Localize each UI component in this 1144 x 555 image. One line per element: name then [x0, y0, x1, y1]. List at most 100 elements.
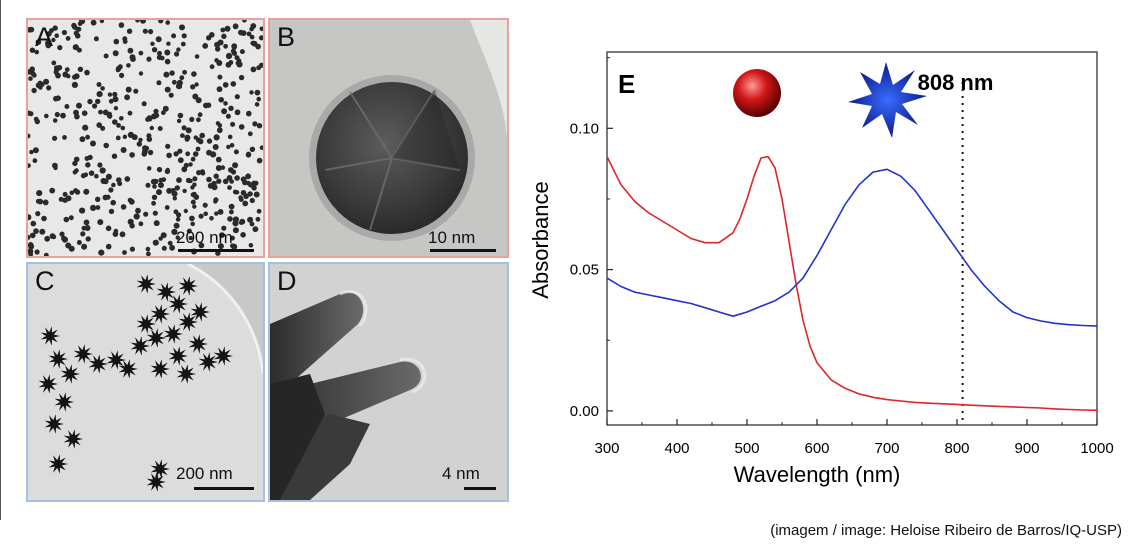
nanosphere-dot — [171, 79, 177, 85]
nanostar-particle — [178, 312, 198, 332]
nanosphere-dot — [105, 194, 111, 200]
nanosphere-dot — [95, 205, 101, 210]
nanosphere-dot — [182, 188, 187, 194]
nanosphere-dot — [179, 24, 185, 31]
y-axis-label: Absorbance — [528, 181, 553, 298]
nanosphere-dot — [76, 240, 82, 245]
nanosphere-dot — [138, 221, 144, 227]
nanosphere-dot — [74, 168, 79, 173]
nanosphere-dot — [247, 191, 253, 197]
panel-letter-e: E — [618, 69, 635, 99]
nanosphere-dot — [74, 113, 80, 120]
nanosphere-dot — [182, 69, 188, 75]
panel-letter-c: C — [35, 266, 55, 296]
nanosphere-dot — [124, 176, 131, 182]
nanosphere-dot — [199, 132, 205, 139]
nanosphere-dot — [227, 216, 233, 222]
nanosphere-dot — [82, 124, 89, 131]
nanostar-particle — [190, 302, 210, 322]
nanosphere-dot — [245, 173, 252, 180]
tem-panel-d: D 4 nm — [268, 262, 509, 502]
nanostar-particle — [48, 349, 68, 369]
nanosphere-dot — [142, 145, 148, 151]
x-tick-label: 800 — [944, 440, 969, 457]
nanosphere-dot — [90, 140, 96, 147]
nanosphere-dot — [49, 233, 56, 240]
nanosphere-dot — [63, 216, 70, 223]
nanosphere-dot — [127, 197, 133, 203]
nanosphere-dot — [221, 108, 228, 115]
nanosphere-icon — [733, 69, 781, 117]
nanosphere-dot — [32, 147, 39, 154]
nanosphere-dot — [234, 175, 240, 181]
nanosphere-dot — [186, 228, 192, 234]
nanosphere-dot — [61, 29, 67, 36]
nanosphere-dot — [156, 166, 163, 173]
nanostar-particle — [188, 334, 208, 354]
nanosphere-dot — [256, 157, 263, 164]
x-axis-label: Wavelength (nm) — [734, 462, 901, 487]
nanosphere-dot — [185, 127, 192, 134]
nanosphere-dot — [54, 33, 59, 38]
nanosphere-dot — [129, 223, 135, 229]
nanosphere-dot — [112, 50, 119, 57]
nanosphere-dot — [37, 80, 43, 86]
nanosphere-dot — [176, 79, 183, 86]
nanosphere-dot — [215, 46, 221, 52]
nanosphere-dot — [222, 178, 229, 185]
nanosphere-dot — [188, 162, 193, 167]
nanosphere-dot — [116, 177, 122, 183]
nanosphere-dot — [164, 86, 171, 93]
nanosphere-dot — [176, 177, 182, 184]
nanosphere-dot — [252, 121, 258, 127]
scale-label-d: 4 nm — [442, 464, 480, 483]
nanosphere-dot — [112, 119, 118, 125]
nanosphere-dot — [156, 54, 162, 61]
nanosphere-dot — [135, 207, 141, 214]
nanosphere-dot — [77, 66, 84, 72]
nanosphere-dot — [158, 20, 164, 24]
nanosphere-dot — [124, 94, 130, 101]
nanosphere-dot — [141, 151, 148, 157]
nanosphere-dot — [32, 158, 38, 164]
nanosphere-dot — [213, 199, 218, 204]
nanosphere-dot — [238, 124, 245, 130]
nanosphere-dot — [181, 125, 187, 131]
nanosphere-dot — [209, 32, 215, 38]
nanosphere-dot — [234, 109, 241, 116]
nanosphere-dot — [176, 47, 181, 52]
nanosphere-dot — [28, 234, 31, 240]
nanosphere-dot — [164, 49, 171, 56]
nanosphere-dot — [120, 125, 126, 131]
nanosphere-dot — [80, 231, 86, 237]
nanosphere-dot — [230, 169, 237, 175]
nanostar-particle — [163, 324, 183, 344]
nanosphere-dot — [166, 41, 171, 46]
nanosphere-dot — [259, 145, 263, 150]
nanosphere-dot — [71, 81, 78, 88]
nanosphere-dot — [240, 176, 247, 183]
nanosphere-dot — [219, 232, 225, 239]
nanosphere-dot — [217, 209, 224, 215]
nanosphere-dot — [233, 149, 239, 155]
nanosphere-dot — [215, 156, 222, 163]
panel-letter-b: B — [277, 22, 296, 52]
nanosphere-dot — [88, 170, 95, 176]
nanosphere-dot — [239, 49, 245, 55]
nanosphere-dot — [95, 196, 101, 202]
nanosphere-dot — [211, 184, 218, 191]
nanosphere-dot — [151, 113, 158, 120]
nanosphere-dot — [96, 91, 103, 98]
nanosphere-dot — [141, 101, 147, 107]
nanosphere-dot — [152, 239, 159, 246]
nanosphere-dot — [110, 199, 116, 206]
nanosphere-dot — [99, 20, 105, 24]
nanostar-particle — [88, 354, 108, 374]
nanosphere-dot — [255, 43, 261, 50]
nanosphere-dot — [151, 200, 156, 206]
nanosphere-dot — [227, 134, 233, 140]
nanosphere-dot — [52, 118, 58, 123]
nanosphere-dot — [198, 213, 204, 219]
scale-bar-b — [430, 249, 496, 252]
nanostar-particle — [136, 274, 156, 294]
